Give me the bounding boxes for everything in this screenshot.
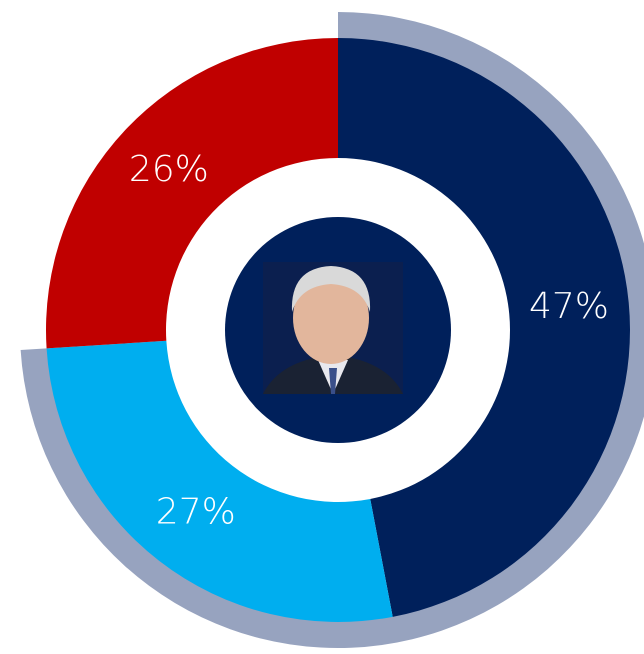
donut-segment (338, 38, 630, 617)
value-label: 47% (529, 286, 609, 327)
hair (291, 266, 371, 312)
face (293, 272, 369, 364)
value-label: 26% (129, 149, 209, 190)
labels-layer: 47% 27% 26% (129, 149, 609, 532)
tie (329, 368, 337, 394)
portrait (263, 262, 403, 394)
value-label: 27% (156, 491, 236, 532)
donut-segment (46, 340, 393, 622)
segments-layer (45, 38, 630, 622)
donut-segment (45, 38, 338, 349)
